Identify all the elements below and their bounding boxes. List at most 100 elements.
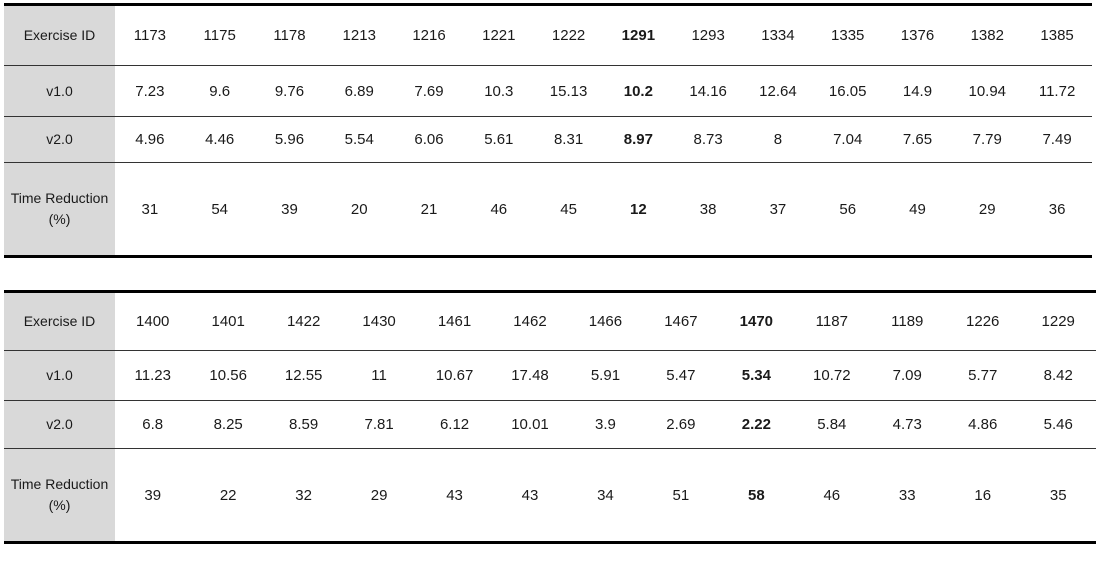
time-reduction-cell: 16	[944, 448, 1021, 544]
v2-cell: 5.46	[1020, 400, 1096, 449]
time-reduction-cell: 29	[341, 448, 417, 544]
row-header-time-reduction: Time Reduction (%)	[4, 448, 115, 544]
v1-cell: 11.72	[1022, 65, 1092, 117]
exercise-id-cell: 1175	[184, 3, 255, 66]
v2-cell: 8.31	[533, 116, 604, 163]
exercise-id-cell: 1422	[265, 290, 342, 351]
v2-cell: 6.12	[416, 400, 493, 449]
exercise-id-cell: 1400	[115, 290, 191, 351]
exercise-id-cell: 1470	[718, 290, 795, 351]
time-reduction-cell: 45	[533, 162, 604, 258]
exercise-id-cell: 1229	[1020, 290, 1096, 351]
v1-cell: 12.64	[743, 65, 813, 117]
exercise-id-cell: 1187	[794, 290, 870, 351]
time-reduction-row: Time Reduction (%) 31 54 39 20 21 46 45 12 38 37 5…	[4, 162, 1092, 258]
v2-cell: 7.79	[952, 116, 1023, 163]
v1-cell: 5.91	[567, 350, 644, 401]
row-header-v2: v2.0	[4, 116, 115, 163]
v1-cell: 10.67	[416, 350, 493, 401]
exercise-id-cell: 1462	[492, 290, 568, 351]
v2-cell: 2.22	[718, 400, 795, 449]
v1-cell: 10.94	[952, 65, 1023, 117]
v1-cell: 10.56	[190, 350, 266, 401]
v2-cell: 10.01	[492, 400, 568, 449]
exercise-id-cell: 1226	[944, 290, 1021, 351]
v2-row: v2.0 6.8 8.25 8.59 7.81 6.12 10.01 3.9 2.69 2.22…	[4, 400, 1096, 449]
results-table-2: Exercise ID 1400 1401 1422 1430 1461 1462 1466…	[4, 290, 1096, 544]
v1-cell: 5.34	[718, 350, 795, 401]
exercise-id-cell: 1335	[812, 3, 883, 66]
exercise-id-cell: 1216	[394, 3, 464, 66]
time-reduction-cell: 32	[265, 448, 342, 544]
v2-cell: 5.54	[324, 116, 395, 163]
time-reduction-cell: 49	[882, 162, 953, 258]
v1-cell: 9.76	[254, 65, 325, 117]
exercise-id-cell: 1461	[416, 290, 493, 351]
v1-row: v1.0 11.23 10.56 12.55 11 10.67 17.48 5.91 5.47…	[4, 350, 1096, 401]
v2-cell: 8	[743, 116, 813, 163]
time-reduction-cell: 31	[115, 162, 185, 258]
v1-cell: 16.05	[812, 65, 883, 117]
row-header-v1: v1.0	[4, 350, 115, 401]
time-reduction-cell: 33	[869, 448, 945, 544]
exercise-id-row: Exercise ID 1173 1175 1178 1213 1216 1221 1222…	[4, 3, 1092, 66]
v2-cell: 7.65	[882, 116, 953, 163]
time-reduction-cell: 43	[492, 448, 568, 544]
v2-cell: 6.06	[394, 116, 464, 163]
v1-cell: 12.55	[265, 350, 342, 401]
v1-cell: 8.42	[1020, 350, 1096, 401]
row-header-time-reduction: Time Reduction (%)	[4, 162, 115, 258]
exercise-id-cell: 1221	[463, 3, 534, 66]
time-reduction-cell: 29	[952, 162, 1023, 258]
v2-cell: 5.96	[254, 116, 325, 163]
exercise-id-cell: 1401	[190, 290, 266, 351]
exercise-id-cell: 1334	[743, 3, 813, 66]
row-header-v2: v2.0	[4, 400, 115, 449]
v2-cell: 8.73	[673, 116, 744, 163]
v1-cell: 7.09	[869, 350, 945, 401]
v2-cell: 4.46	[184, 116, 255, 163]
v2-cell: 5.61	[463, 116, 534, 163]
time-reduction-cell: 39	[115, 448, 191, 544]
time-reduction-cell: 36	[1022, 162, 1092, 258]
time-reduction-cell: 56	[812, 162, 883, 258]
v2-cell: 5.84	[794, 400, 870, 449]
v2-cell: 8.59	[265, 400, 342, 449]
exercise-id-cell: 1385	[1022, 3, 1092, 66]
v1-cell: 9.6	[184, 65, 255, 117]
time-reduction-cell: 43	[416, 448, 493, 544]
v2-cell: 2.69	[643, 400, 719, 449]
v1-cell: 15.13	[533, 65, 604, 117]
time-reduction-cell: 20	[324, 162, 395, 258]
exercise-id-cell: 1293	[673, 3, 744, 66]
v1-cell: 7.69	[394, 65, 464, 117]
v2-cell: 3.9	[567, 400, 644, 449]
exercise-id-cell: 1467	[643, 290, 719, 351]
v2-cell: 4.73	[869, 400, 945, 449]
v1-row: v1.0 7.23 9.6 9.76 6.89 7.69 10.3 15.13 10.2 14.…	[4, 65, 1092, 117]
exercise-id-cell: 1189	[869, 290, 945, 351]
time-reduction-row: Time Reduction (%) 39 22 32 29 43 43 34 51 58 46 3…	[4, 448, 1096, 544]
results-table-1: Exercise ID 1173 1175 1178 1213 1216 1221 1222…	[4, 3, 1092, 258]
time-reduction-cell: 58	[718, 448, 795, 544]
time-reduction-cell: 22	[190, 448, 266, 544]
row-header-exercise-id: Exercise ID	[4, 290, 115, 351]
v1-cell: 17.48	[492, 350, 568, 401]
time-reduction-cell: 46	[794, 448, 870, 544]
v2-cell: 7.49	[1022, 116, 1092, 163]
time-reduction-cell: 51	[643, 448, 719, 544]
v1-cell: 14.16	[673, 65, 744, 117]
exercise-id-cell: 1430	[341, 290, 417, 351]
exercise-id-cell: 1178	[254, 3, 325, 66]
v2-cell: 7.04	[812, 116, 883, 163]
v1-cell: 7.23	[115, 65, 185, 117]
v2-cell: 4.96	[115, 116, 185, 163]
time-reduction-cell: 37	[743, 162, 813, 258]
exercise-id-cell: 1213	[324, 3, 395, 66]
v2-cell: 4.86	[944, 400, 1021, 449]
v1-cell: 11	[341, 350, 417, 401]
time-reduction-cell: 21	[394, 162, 464, 258]
v1-cell: 10.72	[794, 350, 870, 401]
v1-cell: 11.23	[115, 350, 191, 401]
row-header-v1: v1.0	[4, 65, 115, 117]
